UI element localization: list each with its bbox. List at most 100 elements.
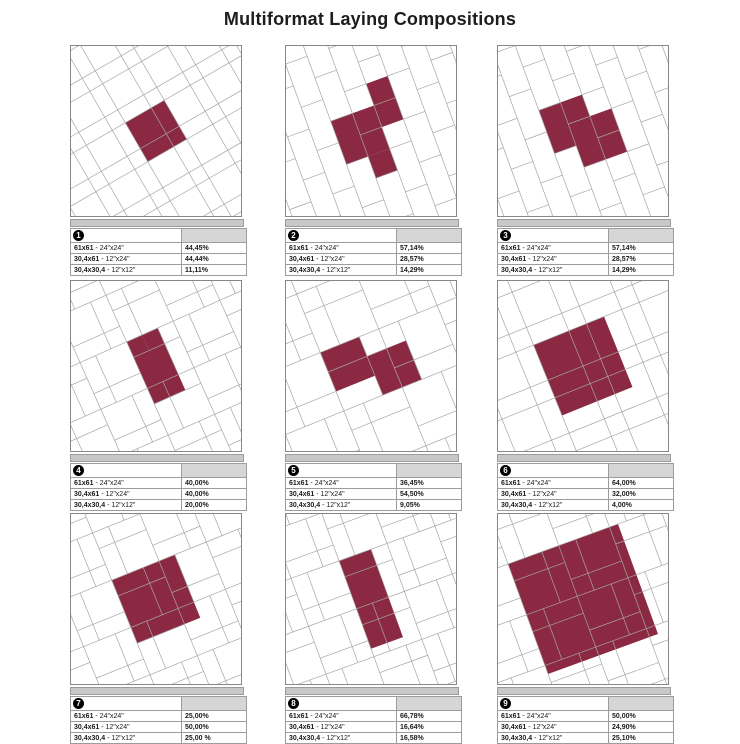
format-inches: - 24"x24" — [93, 245, 123, 252]
tile-grid-line — [230, 407, 241, 451]
tile-grid-line — [71, 378, 87, 399]
table-badge-row: 6 — [498, 464, 674, 478]
composition-table: 7 61x61 - 24"x24"25,00%30,4x61 - 12"x24"… — [70, 696, 247, 744]
tile-grid-line — [582, 87, 604, 95]
tile-grid-line — [608, 514, 626, 521]
format-label: 61x61 - 24"x24" — [286, 478, 397, 489]
tile-grid-line — [220, 300, 241, 347]
tile-grid-line — [150, 656, 197, 675]
format-label: 30,4x30,4 - 12"x12" — [71, 500, 182, 511]
tile-grid-line — [286, 626, 309, 643]
tile-grid-line — [96, 659, 143, 678]
tile-grid-line — [498, 598, 520, 616]
format-metric: 30,4x61 — [289, 256, 314, 263]
tile-grid-line — [498, 514, 546, 530]
tile-grid-line — [367, 446, 425, 451]
format-label: 30,4x61 - 12"x24" — [286, 722, 397, 733]
tile-grid-line — [392, 214, 414, 216]
tile-grid-line — [93, 533, 112, 580]
tile-grid-line — [417, 82, 439, 90]
tile-grid-line — [137, 449, 158, 451]
composition-number-badge: 7 — [73, 698, 84, 709]
tile-grid-line — [399, 558, 447, 575]
tile-grid-line — [452, 556, 456, 573]
tile-grid-line — [210, 596, 229, 643]
tile-grid-line — [232, 586, 241, 605]
format-row: 30,4x61 - 12"x24"44,44% — [71, 254, 247, 265]
format-label: 30,4x30,4 - 12"x12" — [286, 265, 397, 276]
format-percentage: 20,00% — [182, 500, 247, 511]
format-percentage: 9,05% — [397, 500, 462, 511]
tile-grid-line — [106, 295, 127, 342]
composition-table: 5 61x61 - 24"x24"36,45%30,4x61 - 12"x24"… — [285, 463, 462, 511]
tile-grid-line — [591, 514, 609, 527]
format-metric: 30,4x61 — [289, 491, 314, 498]
tile-grid-line — [426, 446, 450, 451]
tile-grid-line — [206, 523, 241, 542]
format-inches: - 24"x24" — [520, 480, 550, 487]
format-metric: 30,4x30,4 — [289, 267, 320, 274]
tile-grid-line — [286, 411, 344, 435]
tile-grid-line — [101, 388, 148, 409]
tile-grid-line — [541, 175, 563, 183]
tile-grid-line — [213, 539, 241, 558]
format-percentage: 16,64% — [397, 722, 462, 733]
page-title: Multiformat Laying Compositions — [0, 9, 740, 30]
tile-grid-line — [286, 281, 297, 294]
tile-grid-line — [316, 286, 340, 344]
table-header-bar — [497, 687, 671, 695]
format-label: 61x61 - 24"x24" — [286, 243, 397, 254]
format-metric: 30,4x61 — [74, 724, 99, 731]
tile-grid-line — [84, 647, 103, 684]
tile-grid-line — [645, 46, 668, 216]
tile-grid-line — [286, 159, 295, 167]
tile-grid-line — [627, 144, 649, 152]
tile-grid-line — [108, 527, 127, 574]
tile-grid-line — [286, 391, 336, 415]
format-label: 30,4x61 - 12"x24" — [71, 722, 182, 733]
tile-grid-line — [132, 395, 153, 442]
tile-grid-line — [99, 530, 146, 549]
tile-grid-line — [71, 370, 85, 417]
tile-grid-line — [115, 420, 162, 441]
format-label: 30,4x61 - 12"x24" — [286, 254, 397, 265]
tile-grid-line — [511, 161, 533, 169]
format-label: 61x61 - 24"x24" — [71, 711, 182, 722]
format-label: 30,4x30,4 - 12"x12" — [71, 733, 182, 744]
format-percentage: 4,00% — [609, 500, 674, 511]
format-inches: - 12"x24" — [526, 256, 556, 263]
tile-grid-line — [498, 514, 508, 564]
composition-number-badge: 8 — [288, 698, 299, 709]
format-row: 61x61 - 24"x24"44,45% — [71, 243, 247, 254]
tile-grid-line — [197, 656, 216, 684]
tile-grid-line — [286, 594, 297, 611]
format-inches: - 12"x24" — [99, 491, 129, 498]
tile-grid-line — [306, 519, 323, 567]
format-metric: 30,4x61 — [289, 724, 314, 731]
format-label: 30,4x61 - 12"x24" — [71, 254, 182, 265]
format-percentage: 25,00 % — [182, 733, 247, 744]
format-row: 30,4x30,4 - 12"x12"25,00 % — [71, 733, 247, 744]
tile-grid-line — [96, 356, 117, 403]
tile-grid-line — [289, 202, 311, 210]
tile-grid-line — [498, 547, 502, 565]
composition-number-badge: 2 — [288, 230, 299, 241]
tile-grid-line — [286, 86, 293, 94]
tile-grid-line — [449, 168, 456, 176]
format-inches: - 12"x12" — [320, 502, 350, 509]
tile-grid-line — [156, 671, 203, 684]
format-percentage: 64,00% — [609, 478, 674, 489]
format-metric: 30,4x30,4 — [74, 502, 105, 509]
composition-number-badge: 6 — [500, 465, 511, 476]
highlighted-tiles — [125, 100, 186, 161]
table-header-bar — [285, 454, 459, 462]
tile-grid-line — [320, 641, 368, 658]
tile-grid-line — [433, 514, 450, 520]
tile-grid-line — [403, 538, 420, 586]
format-label: 30,4x30,4 - 12"x12" — [498, 265, 609, 276]
format-row: 61x61 - 24"x24"57,14% — [286, 243, 462, 254]
table-header-bar — [497, 219, 671, 227]
format-metric: 61x61 — [289, 480, 308, 487]
tile-grid-line — [303, 593, 351, 610]
tile-grid-line — [122, 435, 169, 451]
